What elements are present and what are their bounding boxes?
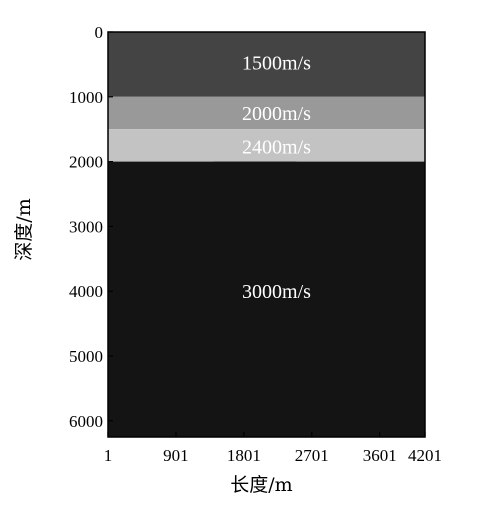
y-tick-label-6: 6000 [69, 412, 103, 431]
layer-label-0: 1500m/s [242, 52, 311, 74]
layer-band-2 [108, 129, 425, 162]
y-tick-label-4: 4000 [69, 282, 103, 301]
x-tick-label-3: 2701 [295, 446, 329, 465]
plot-frame [107, 31, 426, 438]
layer-depression [213, 161, 297, 182]
layer-label-3: 3000m/s [242, 281, 311, 303]
x-tick-label-1: 901 [163, 446, 189, 465]
x-axis-ticks: 1 901 1801 2701 3601 4201 [104, 432, 442, 465]
layer-label-1: 2000m/s [242, 103, 311, 125]
x-axis-title: 长度/m [230, 474, 292, 496]
layer-label-2: 2400m/s [242, 137, 311, 159]
y-axis-ticks: 0 1000 2000 3000 4000 5000 6000 [69, 23, 113, 431]
y-tick-label-5: 5000 [69, 347, 103, 366]
x-tick-label-0: 1 [104, 446, 113, 465]
layer-labels: 1500m/s 2000m/s 2400m/s 3000m/s [242, 52, 311, 303]
x-tick-label-4: 3601 [363, 446, 397, 465]
x-tick-label-2: 1801 [227, 446, 261, 465]
x-tick-label-5: 4201 [408, 446, 442, 465]
velocity-layers [108, 32, 425, 437]
y-tick-label-1: 1000 [69, 88, 103, 107]
layer-band-3 [108, 161, 425, 437]
y-axis-title: 深度/m [13, 198, 35, 260]
y-tick-label-3: 3000 [69, 217, 103, 236]
layer-band-1 [108, 96, 425, 130]
y-tick-label-0: 0 [95, 23, 104, 42]
layer-band-0 [108, 32, 425, 97]
y-tick-label-2: 2000 [69, 153, 103, 172]
